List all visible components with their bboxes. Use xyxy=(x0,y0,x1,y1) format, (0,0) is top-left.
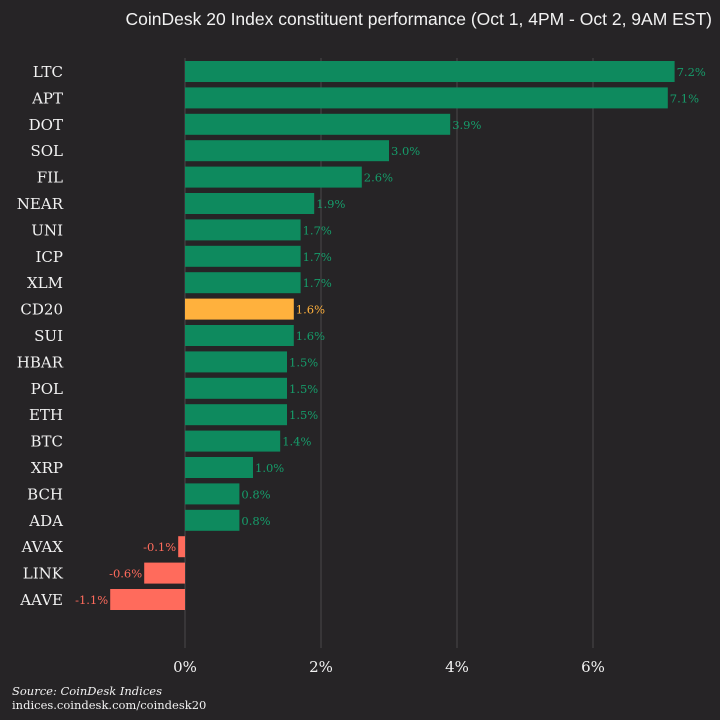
bar-ltc xyxy=(185,61,675,82)
source-url[interactable]: indices.coindesk.com/coindesk20 xyxy=(12,698,207,712)
value-label: 3.0% xyxy=(391,144,420,158)
value-label: 1.0% xyxy=(255,461,284,475)
bar-near xyxy=(185,193,315,214)
category-label: APT xyxy=(31,89,63,107)
bar-apt xyxy=(185,87,668,109)
category-label: NEAR xyxy=(17,195,64,213)
category-label: ADA xyxy=(28,512,63,530)
value-labels: 7.2% 7.1% 3.9% 3.0% 2.6% 1.9% 1.7% 1.7% 1.7% 1.6%… xyxy=(75,65,706,607)
category-label: BTC xyxy=(30,433,63,451)
bar-eth xyxy=(185,404,287,426)
bar-xlm xyxy=(185,272,301,294)
bar-avax xyxy=(178,536,185,558)
value-label: 3.9% xyxy=(452,118,481,132)
bar-dot xyxy=(185,113,451,135)
category-label: SUI xyxy=(34,327,63,345)
bar-icp xyxy=(185,245,301,267)
bar-bch xyxy=(185,483,240,505)
category-label: POL xyxy=(31,380,63,398)
category-label: ETH xyxy=(29,406,63,424)
value-label: 1.5% xyxy=(289,355,318,369)
value-label: 1.7% xyxy=(303,276,332,290)
category-label: XLM xyxy=(27,274,63,292)
value-label: 1.6% xyxy=(296,303,325,317)
value-label: 0.8% xyxy=(241,487,270,501)
category-label: SOL xyxy=(30,142,63,160)
value-label: 1.7% xyxy=(303,223,332,237)
value-label: -1.1% xyxy=(75,593,108,607)
category-label: AVAX xyxy=(21,538,64,556)
bar-aave xyxy=(110,589,185,610)
bar-hbar xyxy=(185,351,287,373)
bar-fil xyxy=(185,166,362,188)
bar-ada xyxy=(185,509,240,531)
category-label: ICP xyxy=(36,248,64,266)
source-note: Source: CoinDesk Indices xyxy=(12,684,162,698)
bar-sol xyxy=(185,140,389,162)
category-label: HBAR xyxy=(17,353,64,371)
value-label: 1.5% xyxy=(289,382,318,396)
bar-xrp xyxy=(185,457,253,478)
bar-sui xyxy=(185,325,294,346)
value-label: 2.6% xyxy=(364,171,393,185)
value-label: 0.8% xyxy=(241,514,270,528)
category-label: LTC xyxy=(33,63,63,81)
chart-title: CoinDesk 20 Index constituent performanc… xyxy=(125,9,712,29)
bar-link xyxy=(144,562,185,584)
category-label: AAVE xyxy=(19,591,63,609)
category-labels: LTC APT DOT SOL FIL NEAR UNI ICP XLM CD20 SUI HBAR P… xyxy=(17,63,64,609)
value-label: 7.2% xyxy=(677,65,706,79)
category-label: FIL xyxy=(37,169,63,187)
value-label: 1.7% xyxy=(303,250,332,264)
x-tick-labels: 0% 2% 4% 6% xyxy=(173,658,605,676)
bar-pol xyxy=(185,377,287,399)
value-label: -0.1% xyxy=(143,540,176,554)
category-label: BCH xyxy=(27,485,63,503)
x-tick-label: 4% xyxy=(445,658,469,676)
bar-btc xyxy=(185,430,281,452)
chart-footer: Source: CoinDesk Indices indices.coindes… xyxy=(12,684,206,712)
category-label: UNI xyxy=(31,221,63,239)
value-label: 1.9% xyxy=(316,197,345,211)
category-label: LINK xyxy=(23,565,64,583)
x-tick-label: 6% xyxy=(581,658,605,676)
category-label: CD20 xyxy=(20,301,63,319)
x-tick-label: 0% xyxy=(173,658,197,676)
bar-uni xyxy=(185,219,301,241)
bar-cd20 xyxy=(185,298,294,320)
category-label: XRP xyxy=(31,459,63,477)
value-label: -0.6% xyxy=(109,567,142,581)
category-label: DOT xyxy=(29,116,63,134)
value-label: 1.4% xyxy=(282,435,311,449)
value-label: 1.6% xyxy=(296,329,325,343)
x-tick-label: 2% xyxy=(309,658,333,676)
value-label: 1.5% xyxy=(289,408,318,422)
value-label: 7.1% xyxy=(670,91,699,105)
bars xyxy=(110,61,675,610)
